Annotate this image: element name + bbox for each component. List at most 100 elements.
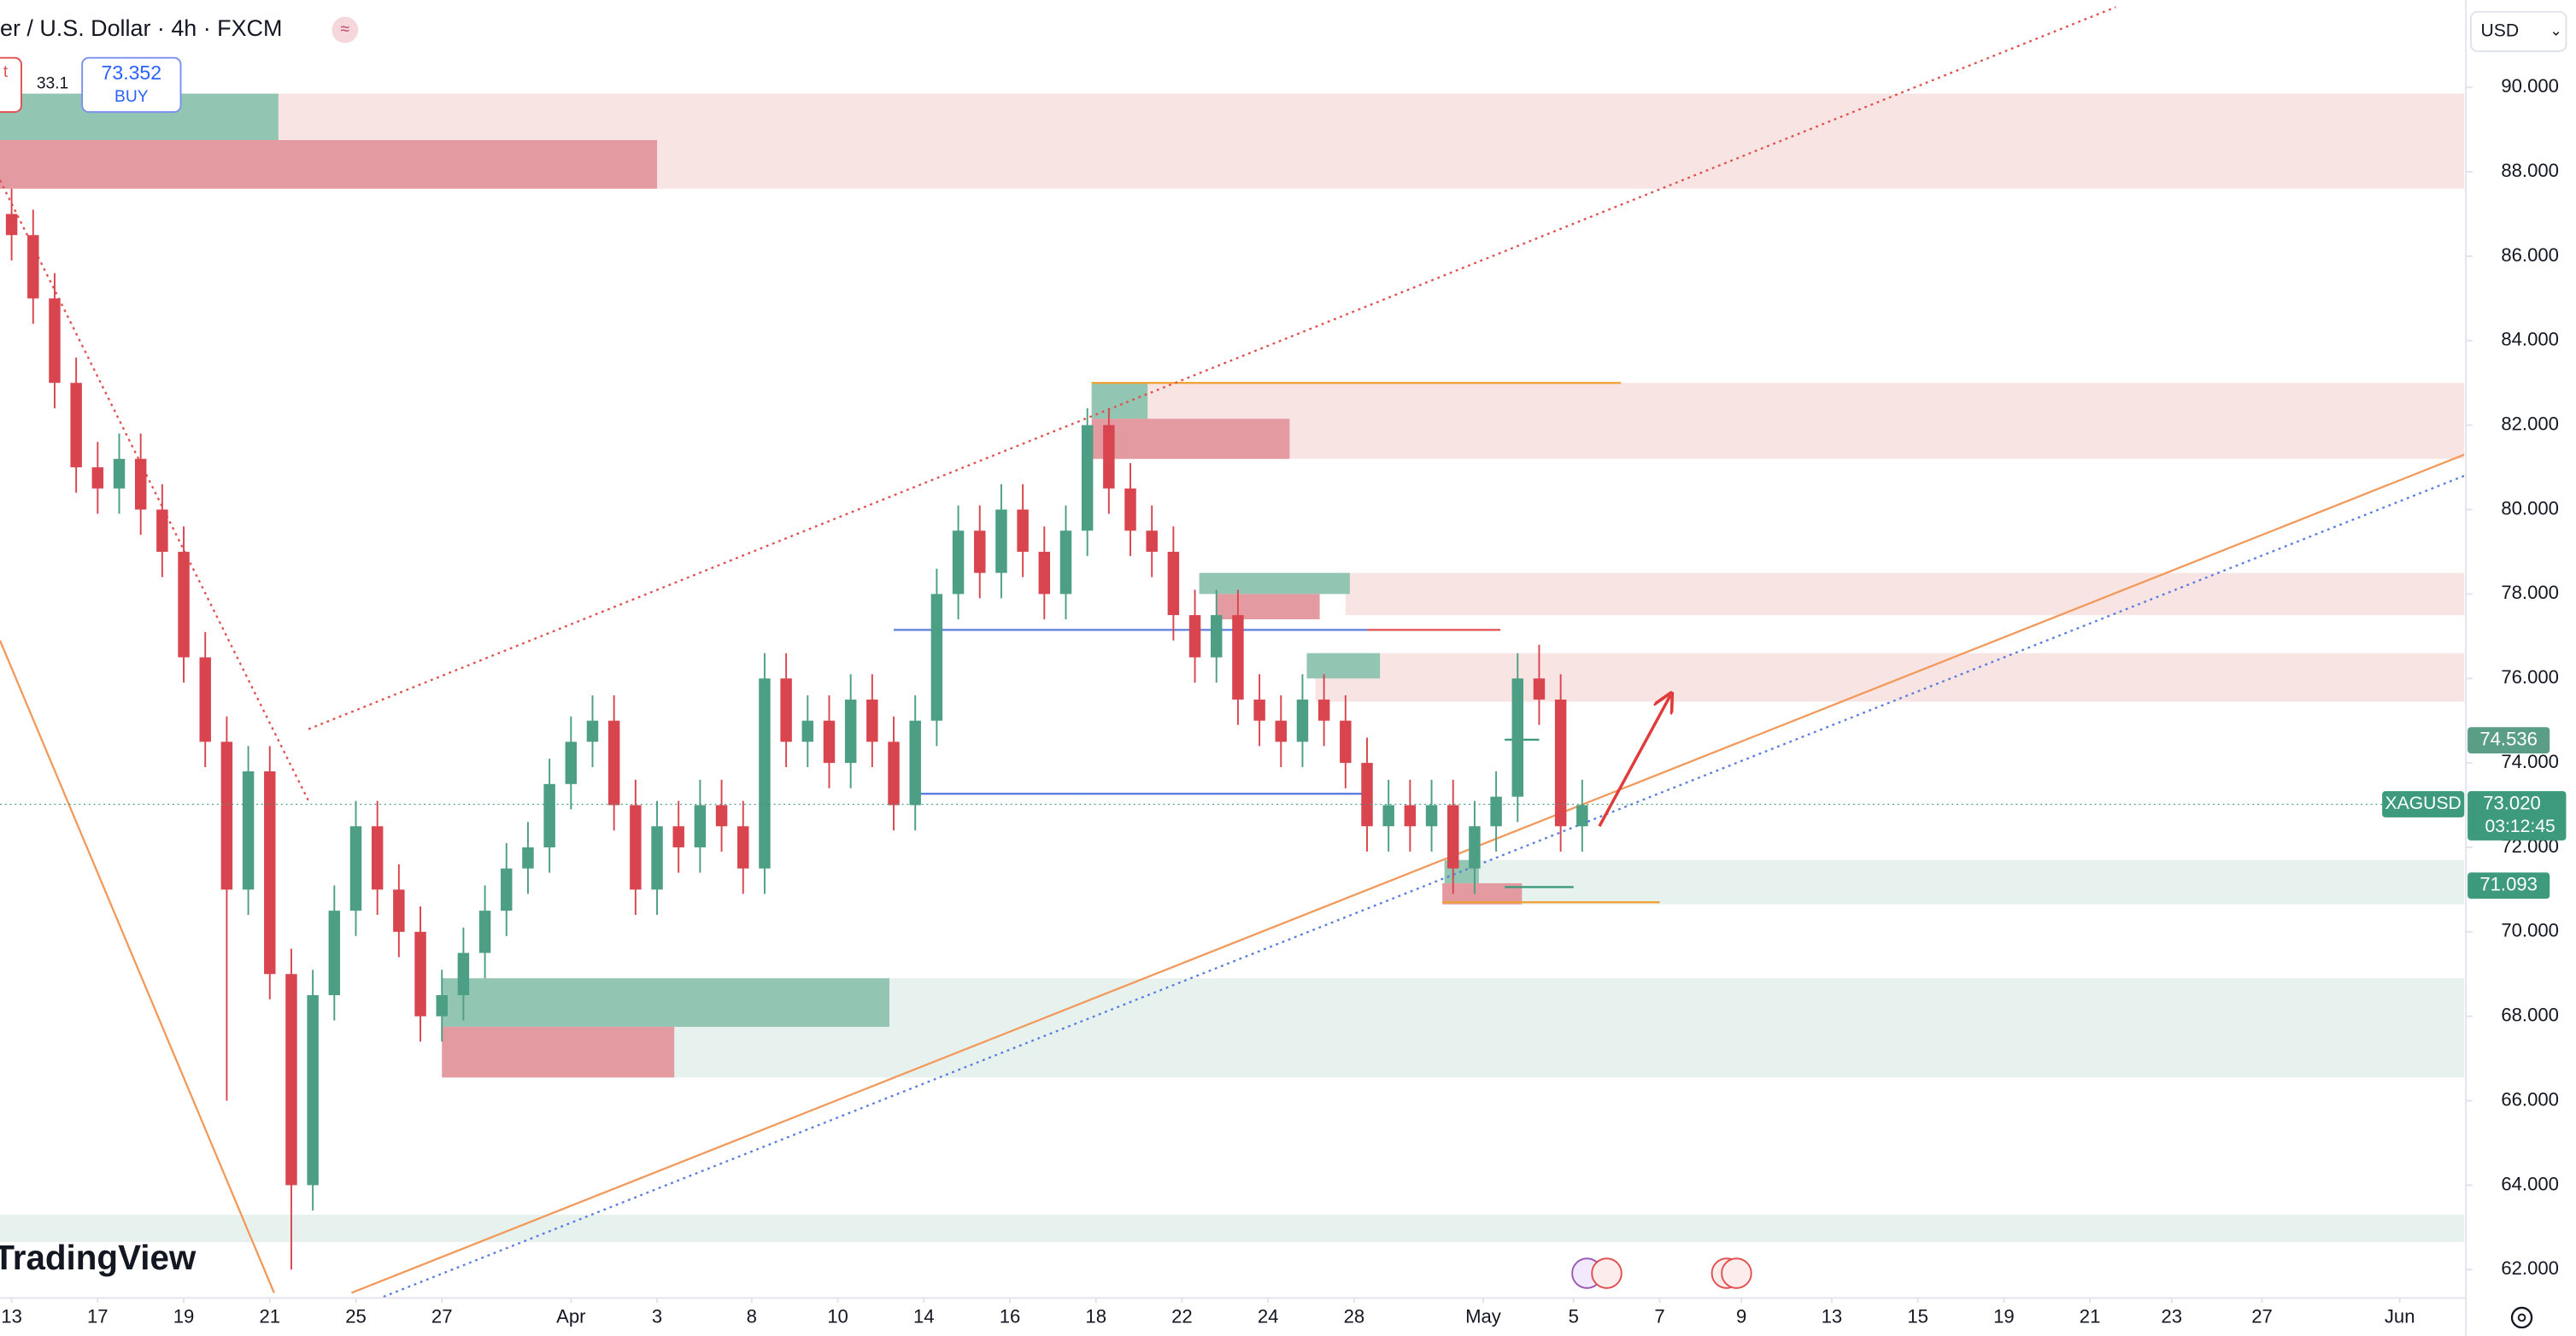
candle-body xyxy=(522,847,534,869)
candle-body xyxy=(220,741,233,890)
candle-body xyxy=(823,720,836,764)
y-tick-label: 64.000 xyxy=(2501,1173,2559,1194)
x-tick-label: Apr xyxy=(556,1305,585,1327)
x-tick-label: 9 xyxy=(1736,1305,1746,1327)
price-tag xyxy=(2467,727,2550,753)
candle-body xyxy=(607,720,620,806)
zone xyxy=(1091,383,1148,419)
trend-line xyxy=(308,6,2116,730)
candle-body xyxy=(844,699,857,764)
currency-button[interactable] xyxy=(2469,10,2567,52)
x-tick-label: 7 xyxy=(1654,1305,1664,1327)
candle-body xyxy=(1469,826,1481,869)
x-tick-label: 27 xyxy=(431,1305,453,1327)
candle-body xyxy=(1296,699,1309,742)
x-tick-label: 13 xyxy=(1,1305,22,1327)
candle-body xyxy=(328,911,341,995)
zone xyxy=(1091,419,1290,460)
sell-button[interactable] xyxy=(0,56,22,114)
candle-body xyxy=(952,530,965,595)
zone xyxy=(1315,653,2465,702)
symbol-title[interactable]: er / U.S. Dollar · 4h · FXCM xyxy=(0,15,282,41)
candle-body xyxy=(651,826,663,890)
buy-price: 73.352 xyxy=(102,62,162,84)
candle-body xyxy=(1103,425,1115,489)
candle-body xyxy=(349,826,362,911)
candle-body xyxy=(307,994,319,1186)
candle-body xyxy=(543,783,555,847)
candle-body xyxy=(501,868,513,911)
candle-body xyxy=(414,931,426,1017)
zone xyxy=(442,1027,675,1078)
candle-body xyxy=(113,459,126,489)
zone xyxy=(1199,572,1350,595)
y-tick-label: 62.000 xyxy=(2501,1257,2559,1279)
candle-body xyxy=(780,678,792,742)
x-tick-label: 23 xyxy=(2161,1305,2182,1327)
x-tick-label: 3 xyxy=(652,1305,662,1327)
candle-body xyxy=(737,826,749,869)
candle-body xyxy=(1425,805,1438,827)
zone xyxy=(1216,594,1320,620)
buy-button[interactable] xyxy=(81,56,182,114)
y-tick-label: 78.000 xyxy=(2501,582,2559,603)
currency-caret: ⌄ xyxy=(2550,21,2562,38)
candle-body xyxy=(134,459,147,510)
x-tick-label: 14 xyxy=(913,1305,935,1327)
currency: USD xyxy=(2480,21,2519,40)
zone xyxy=(1091,383,2465,460)
axes: 90.000 88.000 86.000 84.000 82.000 80.000 78.0… xyxy=(1,75,2559,1327)
price-tag-label: 73.020 xyxy=(2483,792,2541,813)
candle-body xyxy=(436,994,448,1017)
x-tick-label: 13 xyxy=(1822,1305,1843,1327)
candle-body xyxy=(199,657,211,742)
y-tick-label: 84.000 xyxy=(2501,329,2559,350)
status-icon-glyph: ≈ xyxy=(341,21,350,38)
x-tick-label: 17 xyxy=(87,1305,109,1327)
event-icon[interactable] xyxy=(1721,1257,1752,1289)
zone xyxy=(1444,859,2465,905)
candle-body xyxy=(5,214,18,236)
x-tick-label: 10 xyxy=(827,1305,848,1327)
x-tick-label: 16 xyxy=(1000,1305,1021,1327)
candle-body xyxy=(1361,763,1373,827)
symbol-tag-label: XAGUSD xyxy=(2385,794,2462,813)
status-icon[interactable] xyxy=(332,16,359,44)
x-tick-label: Jun xyxy=(2385,1305,2415,1327)
candle-body xyxy=(178,551,190,658)
candle-body xyxy=(1038,551,1051,595)
candle-body xyxy=(1188,615,1201,658)
y-tick-label: 80.000 xyxy=(2501,497,2559,519)
candle-body xyxy=(759,678,771,869)
arrow xyxy=(1598,695,1670,828)
y-tick-label: 82.000 xyxy=(2501,413,2559,434)
candle-body xyxy=(694,805,707,847)
candle-body xyxy=(1167,551,1180,616)
candle-body xyxy=(1317,699,1330,721)
price-tag-label: 74.536 xyxy=(2479,728,2538,749)
candle-body xyxy=(1017,509,1029,552)
x-tick-label: 22 xyxy=(1171,1305,1193,1327)
settings-button-core xyxy=(2517,1313,2526,1322)
candle-body xyxy=(478,911,491,953)
y-tick-label: 90.000 xyxy=(2501,75,2559,97)
candle-body xyxy=(995,509,1007,573)
zone xyxy=(0,139,658,189)
candle-body xyxy=(888,741,900,806)
candle-body xyxy=(70,383,82,468)
settings-button[interactable] xyxy=(2510,1306,2533,1329)
candle-body xyxy=(801,720,814,742)
y-tick-label: 88.000 xyxy=(2501,160,2559,181)
candle-body xyxy=(1275,720,1288,742)
candle-body xyxy=(565,741,578,784)
event-icon[interactable] xyxy=(1591,1257,1622,1289)
candle-body xyxy=(1211,615,1223,658)
candle-body xyxy=(156,509,168,552)
price-tag-label: 71.093 xyxy=(2479,874,2538,895)
candle-body xyxy=(91,467,104,489)
candle-body xyxy=(909,720,921,806)
candle-body xyxy=(1554,699,1567,827)
candle-body xyxy=(930,594,943,721)
y-tick-label: 66.000 xyxy=(2501,1088,2559,1110)
candle-body xyxy=(457,952,470,995)
